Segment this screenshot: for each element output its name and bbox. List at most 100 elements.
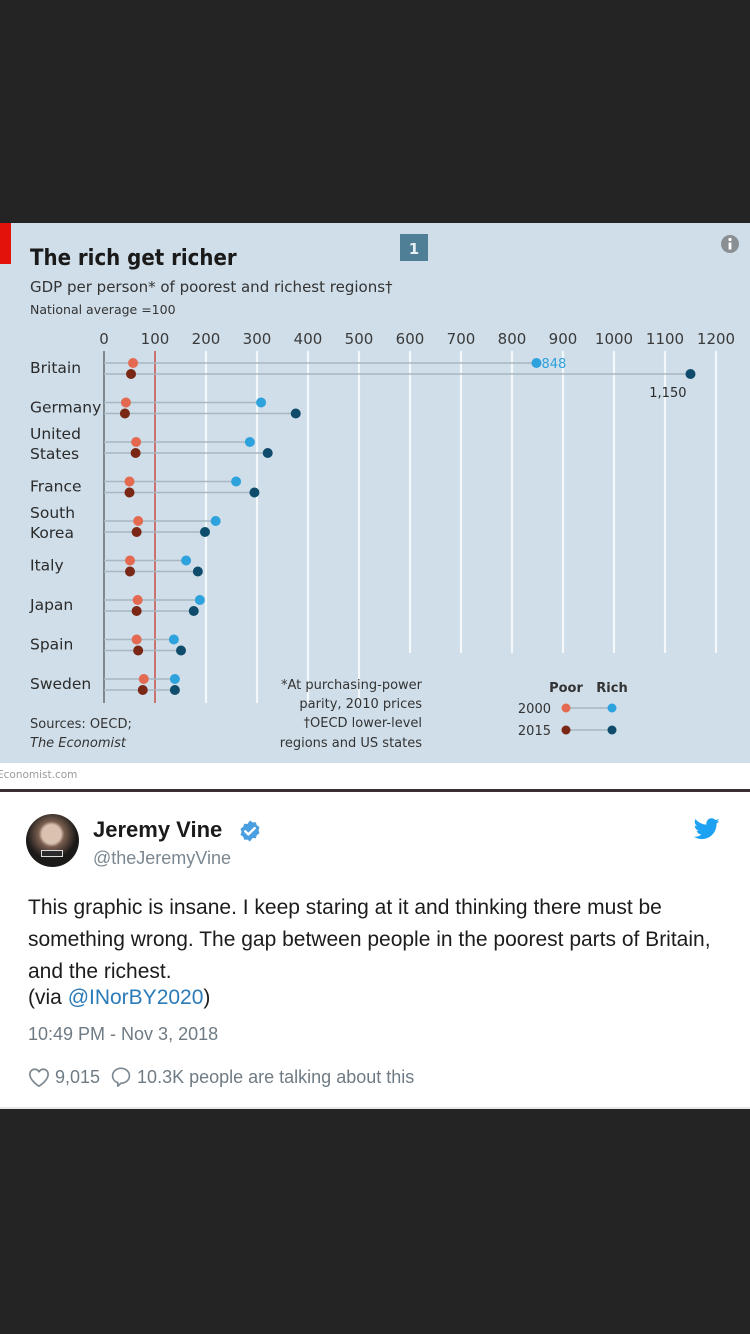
separator	[0, 789, 750, 792]
tick-label: 300	[243, 330, 272, 348]
category-label: Sweden	[30, 675, 91, 693]
tick-label: 400	[294, 330, 323, 348]
chart-row	[104, 516, 221, 537]
chart-row	[104, 595, 205, 616]
chart-reference-note: National average =100	[30, 302, 176, 317]
category-label: Spain	[30, 636, 73, 654]
category-labels: Britain Germany United States France South Kor…	[29, 359, 101, 693]
chart-number-badge: 1	[400, 234, 428, 261]
sources: Sources: OECD; The Economist	[30, 717, 132, 751]
dot-poor-2015	[124, 487, 135, 498]
chart-row	[104, 674, 180, 695]
talking-count[interactable]: 10.3K people are talking about this	[137, 1066, 415, 1087]
chart-row	[104, 476, 260, 498]
sources-line: Sources: OECD;	[30, 717, 132, 732]
tweet-timestamp[interactable]: 10:49 PM - Nov 3, 2018	[28, 1024, 219, 1044]
dot-poor-2015	[137, 685, 148, 695]
chart-rows	[104, 358, 696, 695]
chart-subtitle: GDP per person* of poorest and richest r…	[30, 278, 393, 296]
sources-line: The Economist	[30, 736, 127, 751]
dot-poor-2015	[126, 369, 137, 379]
dot-rich-2015	[262, 448, 273, 458]
dot-poor-2015	[131, 606, 142, 616]
dot-rich-2015	[192, 566, 203, 577]
dot-rich-2015	[249, 487, 260, 498]
dot-poor-2015	[130, 448, 141, 458]
chart-panel: The rich get richer GDP per person* of p…	[0, 223, 750, 763]
dot-poor-2000	[131, 634, 142, 645]
author-handle[interactable]: @theJeremyVine	[93, 848, 232, 868]
tick-label: 500	[345, 330, 374, 348]
category-label: Germany	[30, 399, 101, 417]
legend-dot-rich	[607, 703, 617, 713]
dot-poor-2000	[131, 437, 142, 447]
tick-label: 1200	[697, 330, 735, 348]
dot-rich-2000	[256, 397, 267, 408]
chart-row	[104, 437, 273, 458]
dot-rich-2015	[290, 408, 301, 419]
dot-poor-2000	[125, 555, 136, 566]
category-label: Japan	[29, 596, 73, 614]
legend-header-rich: Rich	[596, 681, 627, 696]
dot-range-chart: The rich get richer GDP per person* of p…	[29, 234, 739, 751]
brand-red-tab	[0, 223, 11, 264]
tick-label: 1000	[595, 330, 633, 348]
dot-rich-2000	[181, 555, 192, 566]
chart-number: 1	[409, 240, 419, 258]
dot-rich-2000	[169, 674, 180, 684]
via-prefix: (via	[28, 986, 68, 1009]
card-border	[0, 1107, 750, 1109]
dot-poor-2000	[120, 397, 131, 408]
speech-bubble-icon[interactable]	[110, 1066, 132, 1088]
category-label: United	[30, 425, 81, 443]
category-label: Britain	[30, 359, 81, 377]
info-icon[interactable]	[721, 235, 739, 253]
avatar-badge	[41, 850, 63, 857]
dot-rich-2015	[199, 527, 210, 537]
category-label: France	[30, 478, 82, 496]
legend-dot-poor	[561, 703, 571, 713]
tick-label: 900	[549, 330, 578, 348]
dot-poor-2015	[131, 527, 142, 537]
footnote-line: regions and US states	[280, 736, 422, 751]
dot-rich-2000	[231, 476, 242, 487]
dot-rich-2000	[168, 634, 179, 645]
legend: Poor Rich 2000 2015	[518, 681, 628, 739]
annotation-label: 848	[541, 357, 566, 372]
dot-poor-2015	[125, 566, 136, 577]
footnote-line: parity, 2010 prices	[299, 697, 422, 712]
dot-rich-2015	[176, 645, 187, 656]
legend-dot-rich	[607, 725, 617, 735]
dot-rich-2015	[169, 685, 180, 695]
grid-lines	[103, 351, 718, 703]
dot-poor-2000	[124, 476, 135, 487]
tweet-stats: 9,015 10.3K people are talking about thi…	[28, 1066, 414, 1088]
dot-rich-2015	[188, 606, 199, 616]
legend-header-poor: Poor	[549, 681, 583, 696]
dot-poor-2000	[138, 674, 149, 684]
tick-label: 0	[99, 330, 109, 348]
twitter-bird-icon[interactable]	[694, 818, 720, 840]
category-label: Italy	[30, 557, 64, 575]
avatar[interactable]	[26, 814, 79, 867]
tick-label: 800	[498, 330, 527, 348]
chart-row	[104, 634, 187, 656]
via-mention-link[interactable]: @INorBY2020	[67, 986, 204, 1009]
category-label: Korea	[30, 524, 74, 542]
heart-outline-icon[interactable]	[28, 1067, 50, 1088]
chart-title: The rich get richer	[30, 246, 237, 271]
tick-label: 700	[447, 330, 476, 348]
footnotes: *At purchasing-power parity, 2010 prices…	[280, 678, 423, 751]
tweet-via: (via @INorBY2020)	[28, 986, 210, 1010]
annotations: 848 1,150	[541, 357, 686, 401]
site-label: Economist.com	[0, 769, 78, 781]
dot-poor-2000	[128, 358, 139, 368]
legend-row-2000: 2000	[518, 702, 551, 717]
footnote-line: †OECD lower-level	[304, 716, 422, 731]
chart-row	[104, 397, 301, 419]
author-name[interactable]: Jeremy Vine	[93, 817, 223, 842]
tick-label: 200	[192, 330, 221, 348]
dot-poor-2000	[132, 595, 143, 605]
dot-poor-2000	[133, 516, 144, 526]
dot-rich-2000	[531, 358, 542, 368]
